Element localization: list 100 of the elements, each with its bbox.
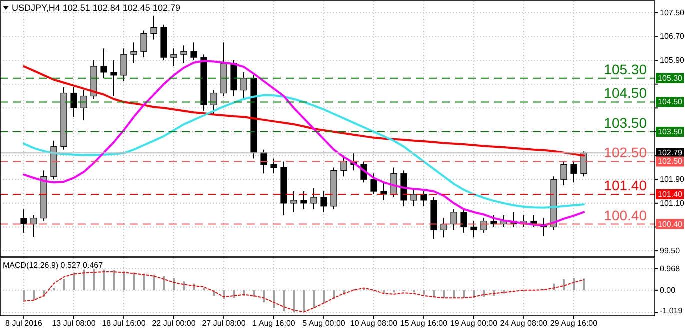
candlestick xyxy=(380,182,388,201)
candlestick xyxy=(80,90,88,121)
ref-line-label: 101.40 xyxy=(604,177,648,194)
candlestick xyxy=(180,45,188,64)
bar xyxy=(293,290,295,313)
bar xyxy=(313,290,315,308)
bar xyxy=(453,290,455,298)
y-tick-label: 106.70 xyxy=(660,32,685,42)
y-tick-label: -1.019 xyxy=(660,306,684,316)
bar xyxy=(133,272,135,290)
bar xyxy=(173,278,175,290)
candlestick xyxy=(290,191,298,213)
candlestick xyxy=(150,15,158,40)
bar xyxy=(143,274,145,290)
y-tick-label: 101.10 xyxy=(660,198,685,208)
x-tick-label: 8 Jul 2016 xyxy=(6,319,44,328)
bar xyxy=(63,279,65,290)
candlestick xyxy=(20,208,28,234)
bar xyxy=(23,290,25,300)
candlestick xyxy=(470,220,478,238)
ref-line-label: 100.40 xyxy=(604,207,648,224)
bar xyxy=(163,276,165,290)
ref-line-label: 103.50 xyxy=(604,114,648,131)
text: 101.40 xyxy=(658,190,682,199)
candlestick xyxy=(100,48,108,79)
x-tick-label: 5 Aug 00:00 xyxy=(302,319,346,328)
x-tick-label: 15 Aug 16:00 xyxy=(400,319,448,328)
text: 100.40 xyxy=(658,220,682,229)
line-series xyxy=(23,94,585,209)
chart-title: USDJPY,H4 102.51 102.84 102.45 102.79 xyxy=(12,3,180,13)
x-tick-label: 13 Jul 08:00 xyxy=(52,319,96,328)
x-tick-label: 1 Aug 16:00 xyxy=(252,319,296,328)
text: 103.50 xyxy=(658,127,682,136)
bar xyxy=(563,279,565,290)
candlestick xyxy=(70,86,78,118)
bar xyxy=(433,290,435,298)
ref-line-label: 105.30 xyxy=(604,61,648,78)
candlestick xyxy=(210,90,218,115)
bar xyxy=(263,290,265,303)
bar xyxy=(273,290,275,308)
bar xyxy=(423,290,425,295)
candlestick xyxy=(560,161,568,186)
line-series xyxy=(23,60,585,227)
bar xyxy=(33,290,35,300)
y-tick-label: 99.50 xyxy=(660,246,681,256)
candlestick xyxy=(170,48,178,67)
y-tick-label: 101.90 xyxy=(660,175,685,184)
candlestick xyxy=(490,214,498,228)
candlestick xyxy=(320,191,328,213)
candlestick xyxy=(440,218,448,238)
text: 102.50 xyxy=(658,157,682,166)
y-tick-label: 105.90 xyxy=(660,56,685,66)
x-tick-label: 10 Aug 08:00 xyxy=(350,319,398,328)
candlestick xyxy=(420,191,428,207)
y-tick-label: 0.00 xyxy=(660,286,676,295)
ref-line-label: 102.50 xyxy=(604,144,648,161)
bar xyxy=(463,290,465,298)
candlestick xyxy=(110,60,118,97)
bar xyxy=(83,270,85,290)
bar xyxy=(383,290,385,294)
bar xyxy=(303,290,305,312)
bar xyxy=(253,290,255,298)
bar xyxy=(323,290,325,304)
candlestick xyxy=(140,30,148,58)
text: 104.50 xyxy=(658,98,682,107)
bar xyxy=(153,274,155,290)
bar xyxy=(233,290,235,298)
x-tick-label: 29 Aug 16:00 xyxy=(550,319,598,328)
bar xyxy=(113,270,115,290)
bar xyxy=(443,290,445,298)
bar xyxy=(583,278,585,290)
bar xyxy=(483,290,485,298)
bar xyxy=(73,272,75,290)
bar xyxy=(103,270,105,290)
candlestick xyxy=(240,72,248,100)
x-tick-label: 22 Jul 00:00 xyxy=(152,319,196,328)
x-tick-label: 27 Jul 08:00 xyxy=(202,319,246,328)
bar xyxy=(573,278,575,290)
candlestick xyxy=(410,188,418,207)
bar xyxy=(93,269,95,290)
candlestick xyxy=(30,214,38,238)
line-series xyxy=(24,272,584,313)
candlestick xyxy=(370,173,378,195)
candlestick xyxy=(300,191,308,210)
bar xyxy=(183,282,185,290)
y-tick-label: 0.968 xyxy=(660,264,681,274)
candlestick xyxy=(580,151,588,178)
bar xyxy=(123,272,125,290)
ref-line-label: 102.79 xyxy=(658,148,684,158)
chart-title: MACD(12,26,9) 0.527 0.467 xyxy=(3,261,104,270)
candlestick xyxy=(130,42,138,64)
bar xyxy=(283,290,285,312)
x-tick-label: 18 Jul 16:00 xyxy=(102,319,146,328)
candlestick xyxy=(570,161,578,184)
candlestick xyxy=(190,42,198,62)
candlestick xyxy=(460,208,468,234)
ref-line-label: 104.50 xyxy=(604,85,648,102)
candlestick xyxy=(120,48,128,82)
candlestick xyxy=(450,208,458,231)
candlestick xyxy=(270,158,278,174)
